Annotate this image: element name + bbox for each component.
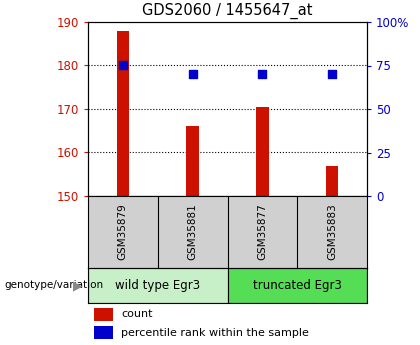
Point (189, 71, 196, 77)
Text: GSM35883: GSM35883 (327, 204, 337, 260)
Point (329, 71, 336, 77)
Bar (326, 166, 339, 196)
Text: ▶: ▶ (73, 279, 82, 292)
Text: count: count (121, 309, 153, 319)
Bar (94, 326, 113, 339)
Bar (186, 126, 199, 196)
Point (120, 63, 126, 68)
Text: GSM35879: GSM35879 (118, 204, 128, 260)
Bar (228, 268, 367, 303)
Title: GDS2060 / 1455647_at: GDS2060 / 1455647_at (142, 3, 313, 19)
Bar (256, 107, 269, 196)
Bar (94, 308, 113, 321)
Bar (117, 31, 129, 196)
Bar (88, 268, 228, 303)
Text: truncated Egr3: truncated Egr3 (253, 279, 342, 292)
Text: wild type Egr3: wild type Egr3 (115, 279, 200, 292)
Text: GSM35877: GSM35877 (257, 204, 268, 260)
Point (259, 71, 266, 77)
Text: genotype/variation: genotype/variation (4, 280, 103, 290)
Text: GSM35881: GSM35881 (188, 204, 198, 260)
Text: percentile rank within the sample: percentile rank within the sample (121, 328, 310, 338)
